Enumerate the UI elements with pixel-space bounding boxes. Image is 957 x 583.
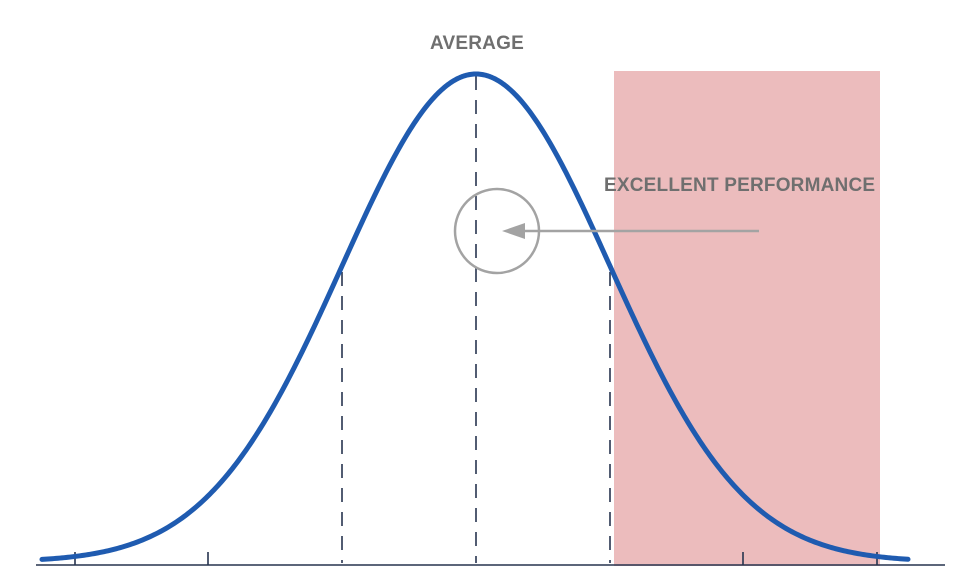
arrow-left-icon xyxy=(502,223,759,239)
excellent-performance-label: EXCELLENT PERFORMANCE xyxy=(604,175,876,196)
average-label: AVERAGE xyxy=(430,33,524,54)
excellent-highlight-region xyxy=(614,71,880,566)
bell-curve xyxy=(39,71,911,562)
